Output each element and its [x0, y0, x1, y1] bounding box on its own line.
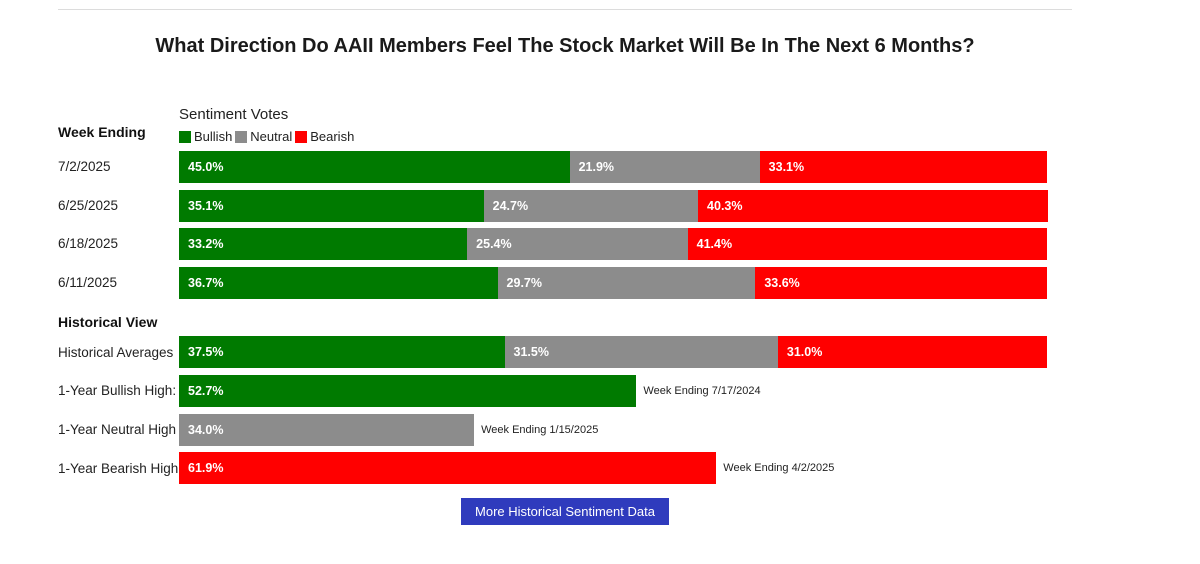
bar-neutral-high: 34.0%	[179, 414, 475, 446]
bar-week-1-bearish: 33.1%	[759, 151, 1047, 183]
bar-historical-neutral: 31.5%	[504, 336, 778, 368]
bar-week-4-bearish: 33.6%	[755, 267, 1047, 299]
bar-week-4-bullish: 36.7%	[179, 267, 498, 299]
historical-view-heading: Historical View	[58, 314, 158, 330]
bar-bearish-high: 61.9%	[179, 452, 717, 484]
legend-neutral-swatch	[235, 130, 248, 143]
note-bearish-high: Week Ending 4/2/2025	[723, 462, 835, 474]
bar-week-3-bullish: 33.2%	[179, 228, 468, 260]
row-label-neutral-high: 1-Year Neutral High	[58, 422, 177, 437]
bar-bearish-high-value: 61.9%	[179, 452, 717, 484]
row-label-bullish-high: 1-Year Bullish High:	[58, 383, 177, 398]
bar-week-2-neutral: 24.7%	[483, 190, 699, 222]
week-ending-heading: Week Ending	[58, 124, 146, 140]
sentiment-votes-label: Sentiment Votes	[179, 106, 289, 123]
bar-historical-bearish: 31.0%	[777, 336, 1047, 368]
bar-historical-bullish: 37.5%	[179, 336, 505, 368]
more-historical-data-button[interactable]: More Historical Sentiment Data	[461, 498, 669, 525]
row-label-week-3: 6/18/2025	[58, 236, 119, 251]
bar-week-3: 33.2% 25.4% 41.4%	[179, 228, 1047, 260]
row-label-historical-averages: Historical Averages	[58, 345, 174, 360]
chart-title: What Direction Do AAII Members Feel The …	[155, 35, 975, 57]
legend-neutral-label: Neutral	[250, 129, 293, 144]
bar-week-1-bullish: 45.0%	[179, 151, 570, 183]
top-divider	[58, 9, 1072, 10]
legend-bullish: Bullish	[179, 129, 232, 144]
legend-bearish-swatch	[295, 130, 308, 143]
bar-week-3-neutral: 25.4%	[467, 228, 688, 260]
note-bullish-high: Week Ending 7/17/2024	[643, 385, 761, 397]
legend-bullish-swatch	[179, 130, 191, 143]
bar-week-1-neutral: 21.9%	[569, 151, 760, 183]
row-label-week-2: 6/25/2025	[58, 198, 119, 213]
legend-bearish: Bearish	[295, 129, 354, 144]
row-label-week-1: 7/2/2025	[58, 159, 111, 174]
legend-bullish-label: Bullish	[194, 129, 233, 144]
legend: Bullish Neutral Bearish	[179, 129, 357, 144]
legend-neutral: Neutral	[235, 129, 292, 144]
bar-week-4-neutral: 29.7%	[497, 267, 756, 299]
bar-week-2: 35.1% 24.7% 40.3%	[179, 190, 1048, 222]
bar-bullish-high: 52.7%	[179, 375, 637, 407]
bar-week-2-bearish: 40.3%	[698, 190, 1048, 222]
bar-week-4: 36.7% 29.7% 33.6%	[179, 267, 1047, 299]
row-label-bearish-high: 1-Year Bearish High	[58, 461, 179, 476]
bar-bullish-high-value: 52.7%	[179, 375, 637, 407]
note-neutral-high: Week Ending 1/15/2025	[481, 424, 599, 436]
bar-historical-averages: 37.5% 31.5% 31.0%	[179, 336, 1047, 368]
bar-week-3-bearish: 41.4%	[687, 228, 1047, 260]
bar-neutral-high-value: 34.0%	[179, 414, 475, 446]
bar-week-1: 45.0% 21.9% 33.1%	[179, 151, 1047, 183]
bar-week-2-bullish: 35.1%	[179, 190, 484, 222]
row-label-week-4: 6/11/2025	[58, 275, 118, 290]
legend-bearish-label: Bearish	[310, 129, 355, 144]
